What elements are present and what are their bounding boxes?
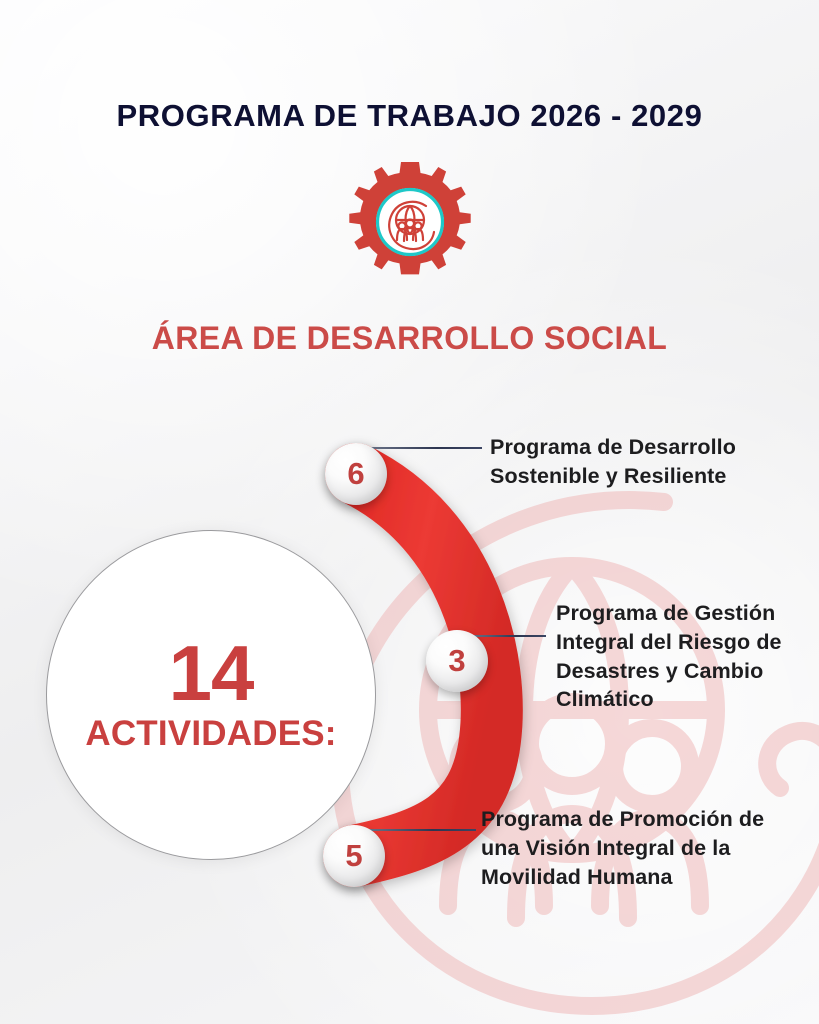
connector-line-1 [370,447,482,449]
page-title: PROGRAMA DE TRABAJO 2026 - 2029 [116,98,703,133]
activity-label-2: Programa de Gestión Integral del Riesgo … [556,601,782,712]
hub-label: ACTIVIDADES: [85,714,337,754]
red-crescent-arc [323,443,523,887]
activity-bubble-3[interactable]: 5 [323,825,385,887]
activity-bubble-1[interactable]: 6 [325,443,387,505]
connector-line-2 [472,635,546,637]
gear-globe-people-logo [348,160,472,284]
hub-count: 14 [168,628,255,717]
activity-label-1: Programa de Desarrollo Sostenible y Resi… [490,435,736,488]
globe-people-icon [387,200,435,251]
section-subtitle: ÁREA DE DESARROLLO SOCIAL [151,320,668,356]
gear-icon [348,162,471,275]
activity-label-3: Programa de Promoción de una Visión Inte… [481,807,765,889]
activity-bubble-2[interactable]: 3 [426,630,488,692]
connector-line-3 [368,829,476,831]
activities-hub: 14 ACTIVIDADES: [46,530,376,860]
activities-diagram: 14 ACTIVIDADES: 6 3 5 Programa de Desarr… [0,400,819,1024]
